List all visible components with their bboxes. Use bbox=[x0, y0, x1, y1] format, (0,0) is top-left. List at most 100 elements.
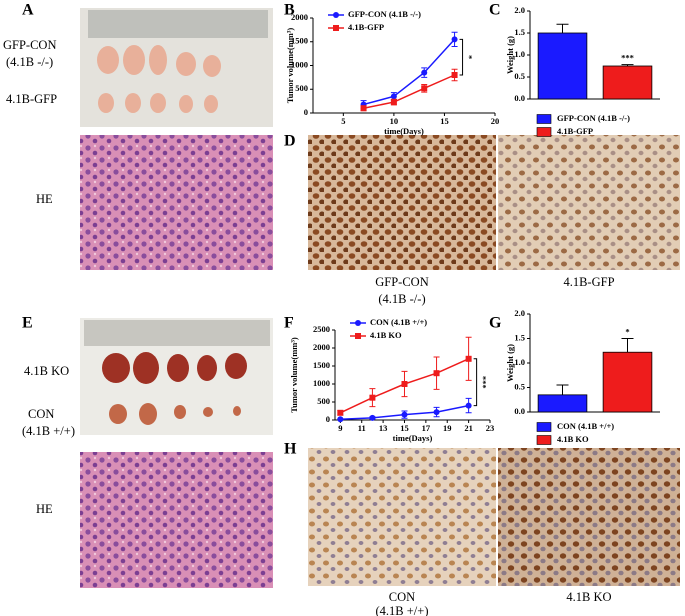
significance-label: * bbox=[625, 326, 629, 336]
ihc-image bbox=[308, 448, 496, 586]
y-axis-label: Tumor volume(mm³) bbox=[285, 28, 295, 104]
caption: 4.1B KO bbox=[566, 590, 611, 604]
x-tick-label: 15 bbox=[400, 423, 409, 433]
marker bbox=[401, 411, 408, 418]
y-tick-label: 2.0 bbox=[514, 5, 525, 15]
bar bbox=[602, 65, 653, 100]
significance-bracket bbox=[473, 358, 478, 407]
bar bbox=[602, 351, 653, 413]
caption: (4.1B -/-) bbox=[378, 292, 425, 306]
y-tick-label: 1000 bbox=[313, 378, 330, 388]
series-line bbox=[363, 74, 455, 109]
panel-label: D bbox=[284, 133, 296, 150]
x-tick-label: 17 bbox=[422, 423, 431, 433]
legend-swatch bbox=[536, 422, 552, 432]
bar bbox=[537, 32, 588, 100]
legend-label: 4.1B-GFP bbox=[348, 22, 384, 32]
group-label: 4.1B-GFP bbox=[6, 92, 57, 106]
marker bbox=[355, 333, 361, 339]
caption: CON bbox=[389, 590, 415, 604]
he-image bbox=[80, 452, 273, 588]
y-tick-label: 1500 bbox=[291, 36, 308, 46]
marker bbox=[390, 93, 397, 100]
group-label: (4.1B +/+) bbox=[22, 424, 75, 438]
marker bbox=[369, 414, 376, 421]
y-axis-label: Weight (g) bbox=[505, 344, 515, 382]
x-tick-label: 10 bbox=[390, 116, 399, 126]
marker bbox=[369, 394, 376, 401]
ihc-image bbox=[498, 448, 680, 586]
y-tick-label: 1.0 bbox=[514, 49, 525, 59]
x-axis-label: time(Days) bbox=[393, 433, 433, 443]
significance-bracket bbox=[459, 38, 464, 76]
legend-label: CON (4.1B +/+) bbox=[370, 317, 427, 327]
marker bbox=[360, 105, 367, 112]
y-tick-label: 500 bbox=[317, 396, 330, 406]
marker bbox=[333, 12, 339, 18]
x-tick-label: 5 bbox=[341, 116, 345, 126]
marker bbox=[401, 381, 408, 387]
x-tick-label: 20 bbox=[491, 116, 500, 126]
x-tick-label: 15 bbox=[440, 116, 449, 126]
error-bar bbox=[621, 338, 634, 353]
x-tick-label: 9 bbox=[338, 423, 342, 433]
group-label: (4.1B -/-) bbox=[6, 55, 53, 69]
y-tick-label: 1.5 bbox=[514, 27, 525, 37]
y-tick-label: 2500 bbox=[313, 324, 330, 334]
y-tick-label: 0.5 bbox=[514, 381, 525, 391]
caption: GFP-CON bbox=[375, 275, 429, 289]
marker bbox=[390, 99, 397, 106]
legend-swatch bbox=[536, 114, 552, 124]
marker bbox=[337, 416, 344, 423]
significance-label: * bbox=[465, 55, 475, 59]
y-axis-label: Tumor volume(mm³) bbox=[289, 337, 299, 413]
y-tick-label: 0.0 bbox=[514, 406, 525, 416]
y-axis-label: Weight (g) bbox=[505, 36, 515, 74]
tumor-photo-e bbox=[80, 318, 273, 435]
marker bbox=[451, 36, 458, 43]
he-image bbox=[80, 135, 273, 270]
marker bbox=[451, 72, 458, 78]
caption: 4.1B-GFP bbox=[563, 275, 614, 289]
series-line bbox=[363, 38, 456, 106]
y-tick-label: 1.0 bbox=[514, 357, 525, 367]
y-tick-label: 500 bbox=[295, 83, 308, 93]
panel-label: G bbox=[489, 315, 502, 332]
group-label: 4.1B KO bbox=[24, 364, 69, 378]
x-axis-label: time(Days) bbox=[384, 126, 424, 136]
group-label: CON bbox=[28, 407, 54, 421]
legend-label: 4.1B KO bbox=[370, 330, 402, 340]
panel-label: F bbox=[284, 315, 294, 332]
legend-swatch bbox=[536, 127, 552, 137]
caption: (4.1B +/+) bbox=[376, 604, 429, 616]
legend-label: CON (4.1B +/+) bbox=[557, 421, 614, 431]
y-tick-label: 2000 bbox=[291, 12, 308, 22]
marker bbox=[465, 402, 472, 409]
x-tick-label: 11 bbox=[358, 423, 366, 433]
panel-label: H bbox=[284, 441, 297, 458]
stain-label: HE bbox=[36, 192, 53, 206]
legend-label: 4.1B-GFP bbox=[557, 126, 593, 136]
x-tick-label: 13 bbox=[379, 423, 388, 433]
group-label: GFP-CON bbox=[3, 38, 57, 52]
marker bbox=[421, 69, 428, 76]
y-tick-label: 0.0 bbox=[514, 93, 525, 103]
error-bar bbox=[556, 23, 569, 33]
significance-label: *** bbox=[479, 376, 489, 389]
marker bbox=[337, 409, 344, 416]
legend-label: 4.1B KO bbox=[557, 434, 589, 444]
marker bbox=[355, 320, 361, 326]
marker bbox=[433, 409, 440, 416]
x-tick-label: 23 bbox=[486, 423, 495, 433]
legend-swatch bbox=[536, 435, 552, 445]
ihc-image bbox=[498, 135, 680, 270]
bar bbox=[537, 394, 588, 413]
marker bbox=[421, 85, 428, 92]
ihc-image bbox=[308, 135, 496, 270]
legend-label: GFP-CON (4.1B -/-) bbox=[557, 113, 630, 123]
marker bbox=[465, 355, 472, 362]
stain-label: HE bbox=[36, 502, 53, 516]
y-tick-label: 2000 bbox=[313, 342, 330, 352]
panel-label: C bbox=[489, 2, 501, 19]
